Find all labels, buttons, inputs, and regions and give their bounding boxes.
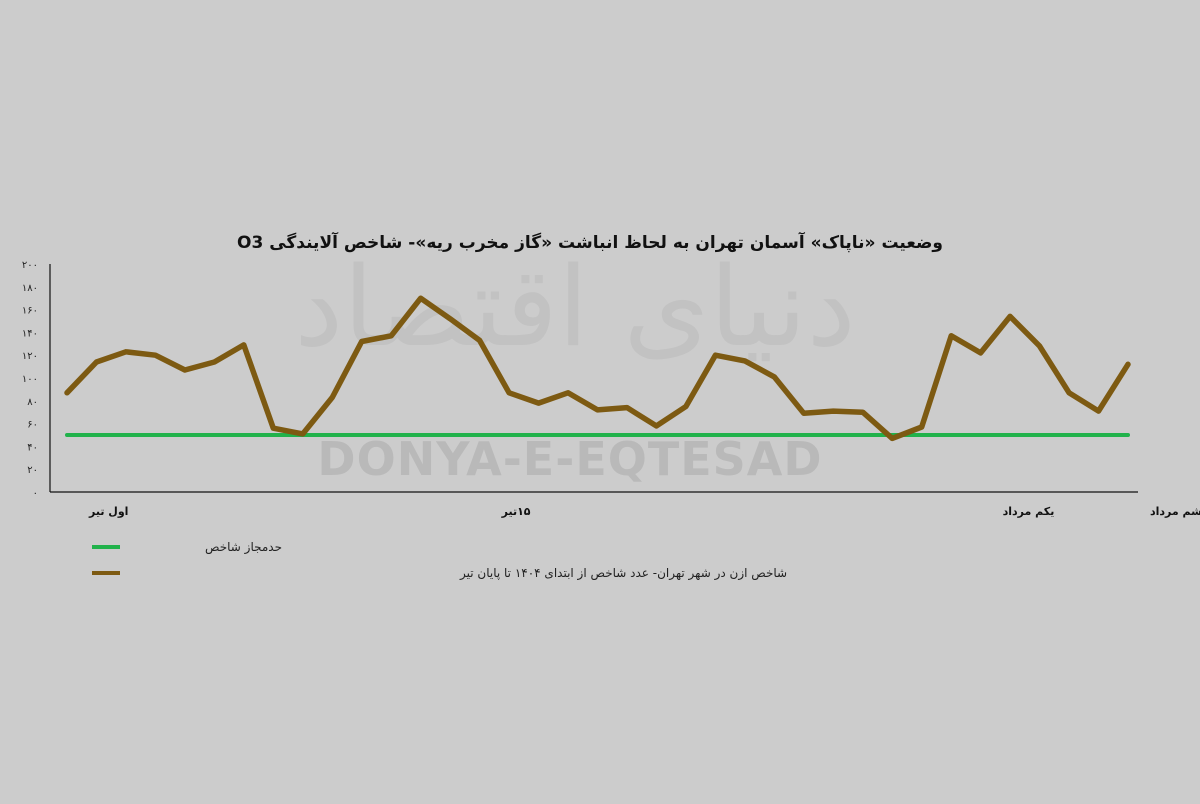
x-tick-label: اول تیر [88, 505, 128, 518]
y-tick-label: ۲۰۰ [22, 260, 38, 271]
legend-item-ozone: شاخص ازن در شهر تهران- عدد شاخص از ابتدا… [92, 566, 787, 581]
y-tick-label: ۴۰ [27, 442, 38, 453]
watermark-logo: دنیای اقتصاد [294, 243, 856, 371]
legend-label: شاخص ازن در شهر تهران- عدد شاخص از ابتدا… [459, 566, 787, 581]
legend: حدمجاز شاخص شاخص ازن در شهر تهران- عدد ش… [92, 540, 787, 581]
watermark: دنیای اقتصاد DONYA-E-EQTESAD [294, 243, 856, 486]
series-line-1 [64, 295, 1131, 442]
y-tick-label: ۱۶۰ [22, 306, 38, 317]
y-tick-label: ۲۰ [27, 465, 38, 476]
axes: ۰ ۲۰ ۴۰ ۶۰ ۸۰ ۱۰۰ ۱۲۰ ۱۴۰ ۱۶۰ ۱۸۰ ۲۰۰ اول تیر ۱۵تیر ی… [22, 260, 1200, 518]
y-tick-label: ۱۲۰ [22, 351, 38, 362]
y-tick-label: ۱۴۰ [22, 328, 38, 339]
x-tick-label: ۱۵تیر [501, 505, 531, 518]
y-tick-label: ۱۸۰ [22, 283, 38, 294]
legend-item-limit: حدمجاز شاخص [92, 540, 282, 555]
y-tick-label: ۶۰ [27, 420, 38, 431]
y-tick-label: ۰ [33, 488, 38, 499]
chart-title: وضعیت «ناپاک» آسمان تهران به لحاظ انباشت… [237, 231, 943, 253]
x-tick-label: ششم مرداد [1150, 505, 1200, 518]
y-tick-label: ۸۰ [27, 397, 38, 408]
series-layer [64, 295, 1131, 442]
x-tick-label: یکم مرداد [1003, 505, 1055, 518]
watermark-text: DONYA-E-EQTESAD [317, 432, 822, 486]
y-tick-label: ۱۰۰ [22, 374, 38, 385]
legend-label: حدمجاز شاخص [205, 540, 282, 555]
